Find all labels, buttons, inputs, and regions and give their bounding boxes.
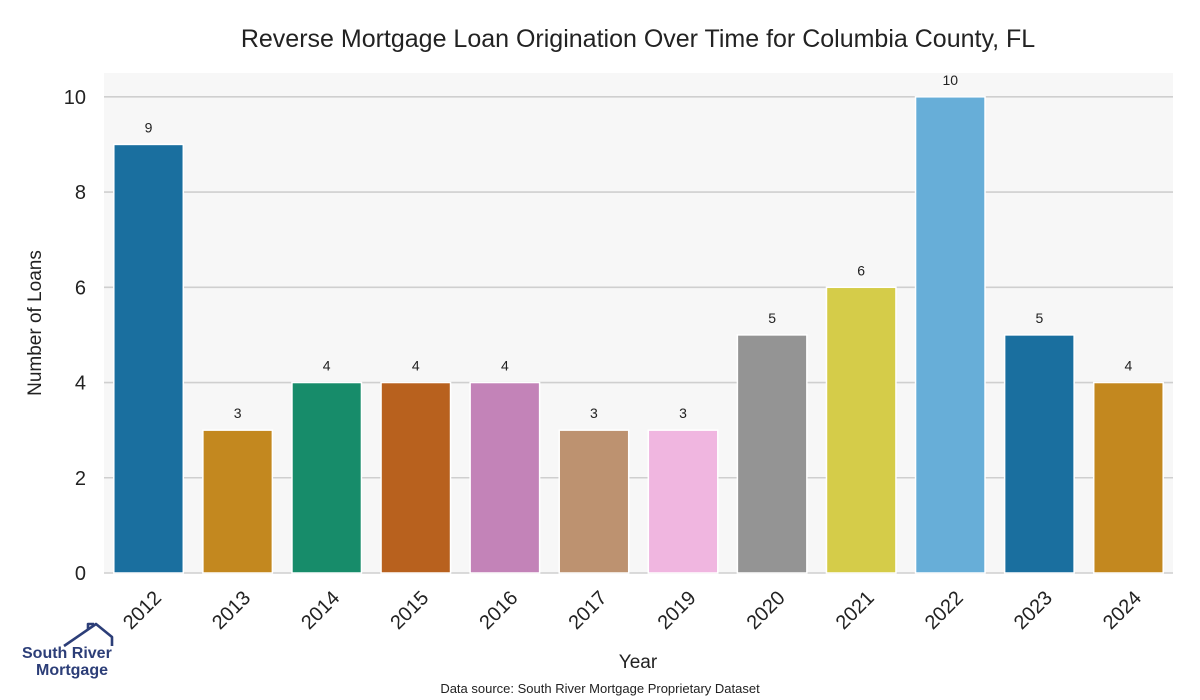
x-tick-label: 2021 xyxy=(832,587,879,634)
x-tick-label: 2013 xyxy=(208,587,255,634)
x-tick-label: 2017 xyxy=(564,587,611,634)
bar-labels: 9 3 4 4 4 3 3 5 6 10 5 4 xyxy=(145,72,1133,421)
x-tick-label: 2014 xyxy=(297,587,344,634)
bars xyxy=(113,96,1164,574)
y-tick-label: 8 xyxy=(75,182,86,204)
y-tick-label: 4 xyxy=(75,373,86,395)
y-tick-label: 2 xyxy=(75,468,86,490)
x-tick-label: 2024 xyxy=(1099,587,1146,634)
x-axis-label: Year xyxy=(619,652,658,673)
bar-value-label: 4 xyxy=(412,358,420,374)
bar xyxy=(113,143,185,574)
logo-text-line2: Mortgage xyxy=(36,662,108,679)
logo: South River Mortgage xyxy=(22,622,114,679)
y-axis-ticks: 0 2 4 6 8 10 xyxy=(64,87,86,585)
x-tick-label: 2016 xyxy=(475,587,522,634)
house-icon xyxy=(63,622,114,648)
logo-text-line1: South River xyxy=(22,645,112,662)
x-tick-label: 2012 xyxy=(119,587,166,634)
x-tick-label: 2023 xyxy=(1010,587,1057,634)
x-axis-ticks: 2012 2013 2014 2015 2016 2017 2019 2020 2021 2022… xyxy=(119,587,1146,634)
bar xyxy=(380,381,452,574)
x-tick-label: 2019 xyxy=(654,587,701,634)
bar-value-label: 3 xyxy=(590,405,598,421)
gridlines xyxy=(104,96,1173,574)
bar-value-label: 4 xyxy=(501,358,509,374)
bar-value-label: 6 xyxy=(857,262,865,278)
y-tick-label: 0 xyxy=(75,563,86,585)
bar-value-label: 9 xyxy=(145,119,153,135)
bar-value-label: 5 xyxy=(768,310,776,326)
bar-value-label: 10 xyxy=(943,72,959,88)
bar xyxy=(1003,334,1075,574)
bar-value-label: 3 xyxy=(679,405,687,421)
data-source-note: Data source: South River Mortgage Propri… xyxy=(440,681,760,696)
bar xyxy=(825,286,897,574)
bar-value-label: 4 xyxy=(323,358,331,374)
bar-value-label: 5 xyxy=(1035,310,1043,326)
bar xyxy=(736,334,808,574)
bar xyxy=(558,429,630,574)
bar xyxy=(647,429,719,574)
bar xyxy=(469,381,541,574)
bar-value-label: 4 xyxy=(1125,358,1133,374)
x-tick-label: 2020 xyxy=(743,587,790,634)
y-tick-label: 6 xyxy=(75,277,86,299)
bar xyxy=(202,429,274,574)
chart-title: Reverse Mortgage Loan Origination Over T… xyxy=(241,25,1035,53)
bar-value-label: 3 xyxy=(234,405,242,421)
x-tick-label: 2022 xyxy=(921,587,968,634)
x-tick-label: 2015 xyxy=(386,587,433,634)
bar xyxy=(914,96,986,574)
plot-area xyxy=(104,73,1173,573)
bar xyxy=(291,381,363,574)
y-axis-label: Number of Loans xyxy=(25,250,46,396)
y-tick-label: 10 xyxy=(64,87,86,109)
bar xyxy=(1092,381,1164,574)
